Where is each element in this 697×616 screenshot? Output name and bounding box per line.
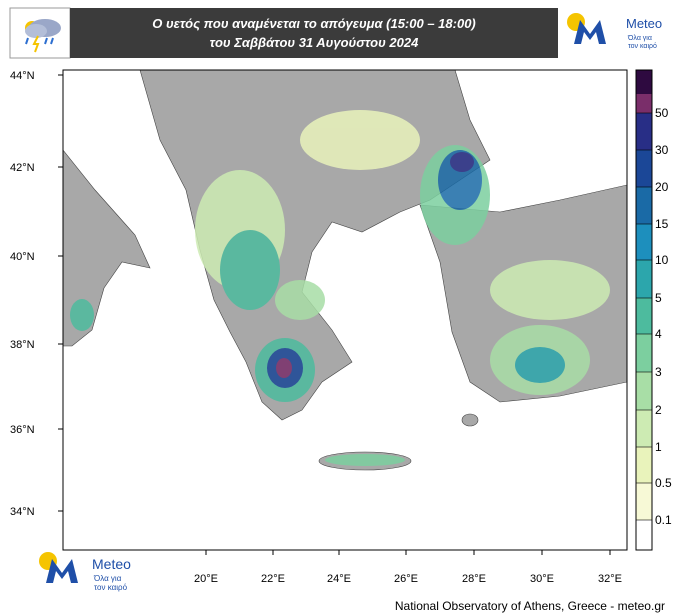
lat-label: 40°N bbox=[10, 251, 35, 263]
colorbar-swatch bbox=[636, 298, 652, 334]
colorbar-swatch bbox=[636, 224, 652, 260]
colorbar-label: 4 bbox=[655, 327, 662, 341]
colorbar-label: 1 bbox=[655, 440, 662, 454]
colorbar-label: 15 bbox=[655, 217, 669, 231]
colorbar-label: 3 bbox=[655, 365, 662, 379]
lat-label: 34°N bbox=[10, 506, 35, 518]
colorbar-swatch bbox=[636, 94, 652, 113]
colorbar-label: 2 bbox=[655, 403, 662, 417]
precipitation bbox=[70, 110, 610, 466]
lon-label: 28°E bbox=[462, 573, 486, 585]
logo-tagline: Όλα για bbox=[627, 35, 652, 42]
colorbar-swatch bbox=[636, 483, 652, 520]
lon-label: 22°E bbox=[261, 573, 285, 585]
lon-label: 24°E bbox=[327, 573, 351, 585]
logo-tagline: τον καιρό bbox=[94, 583, 128, 592]
lat-label: 36°N bbox=[10, 424, 35, 436]
logo-name: Meteo bbox=[626, 16, 662, 31]
map bbox=[63, 70, 627, 550]
colorbar-swatch bbox=[636, 334, 652, 372]
title-bar bbox=[70, 8, 558, 58]
logo: Meteo Όλα για τον καιρό bbox=[567, 13, 662, 50]
colorbar-frame bbox=[635, 69, 653, 551]
lon-label: 30°E bbox=[530, 573, 554, 585]
colorbar-swatch bbox=[636, 260, 652, 298]
colorbar-swatch bbox=[636, 410, 652, 447]
colorbar-label: 50 bbox=[655, 106, 669, 120]
lat-label: 42°N bbox=[10, 162, 35, 174]
logo-tagline: τον καιρό bbox=[628, 42, 657, 50]
title-line: του Σαββάτου 31 Αυγούστου 2024 bbox=[210, 35, 419, 50]
colorbar-label: 10 bbox=[655, 253, 669, 267]
lon-label: 32°E bbox=[598, 573, 622, 585]
footer: National Observatory of Athens, Greece -… bbox=[395, 599, 665, 613]
colorbar-swatch bbox=[636, 113, 652, 150]
colorbar-label: 0.1 bbox=[655, 513, 672, 527]
logo-tagline: Όλα για bbox=[93, 574, 122, 583]
colorbar-swatch bbox=[636, 520, 652, 550]
map-frame bbox=[62, 69, 628, 551]
lat-label: 38°N bbox=[10, 339, 35, 351]
colorbar-label: 30 bbox=[655, 143, 669, 157]
logo-name: Meteo bbox=[92, 556, 131, 572]
colorbar-swatch bbox=[636, 150, 652, 187]
logo: Meteo Όλα για τον καιρό bbox=[39, 552, 131, 592]
colorbar-swatch bbox=[636, 447, 652, 483]
lat-label: 44°N bbox=[10, 70, 35, 82]
colorbar-label: 0.5 bbox=[655, 476, 672, 490]
colorbar-swatch bbox=[636, 70, 652, 94]
colorbar-label: 20 bbox=[655, 180, 669, 194]
colorbar-swatch bbox=[636, 372, 652, 410]
lon-label: 26°E bbox=[394, 573, 418, 585]
colorbar-swatch bbox=[636, 187, 652, 224]
weather-icon bbox=[25, 19, 61, 53]
colorbar-label: 5 bbox=[655, 291, 662, 305]
title-line: Ο υετός που αναμένεται το απόγευμα (15:0… bbox=[152, 16, 476, 31]
lon-label: 20°E bbox=[194, 573, 218, 585]
